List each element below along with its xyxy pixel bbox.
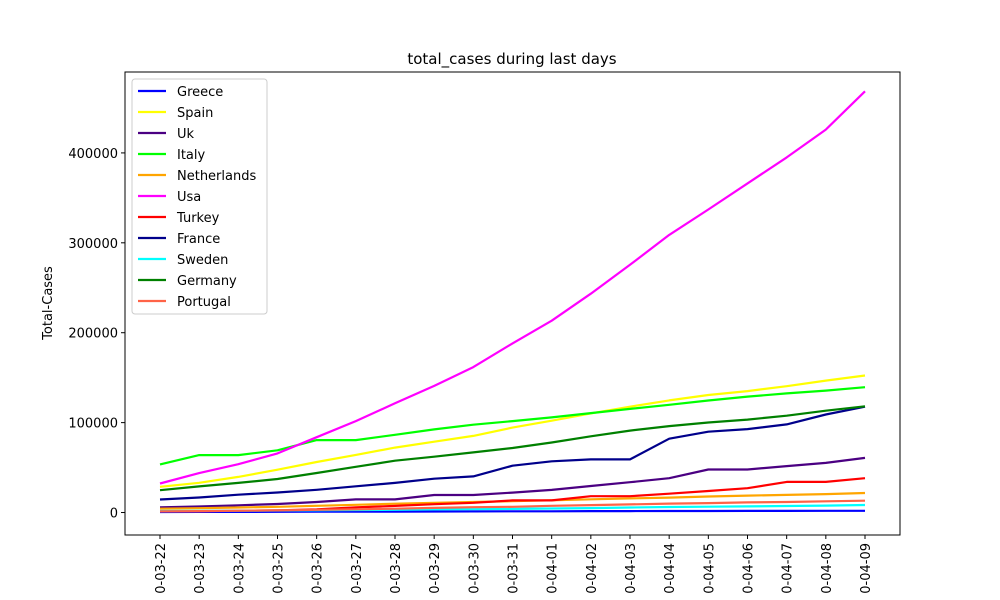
x-tick-label: 0-04-05 xyxy=(702,543,717,594)
y-tick-label: 0 xyxy=(110,507,118,522)
x-tick-label: 0-04-02 xyxy=(585,543,600,594)
legend-label-greece: Greece xyxy=(177,85,223,100)
legend-label-uk: Uk xyxy=(177,127,195,142)
series-line-france xyxy=(159,405,866,501)
series-line-portugal xyxy=(159,499,866,513)
legend-label-spain: Spain xyxy=(177,106,213,121)
x-tick-label: 0-03-27 xyxy=(350,543,365,594)
legend-label-portugal: Portugal xyxy=(177,295,231,310)
y-axis-label: Total-Cases xyxy=(41,266,56,341)
legend-label-netherlands: Netherlands xyxy=(177,169,256,184)
legend-label-turkey: Turkey xyxy=(176,211,220,226)
x-tick-label: 0-03-22 xyxy=(154,543,169,594)
series-line-uk xyxy=(159,456,866,509)
chart-title: total_cases during last days xyxy=(407,50,616,69)
y-tick-label: 100000 xyxy=(68,417,118,432)
x-tick-label: 0-04-01 xyxy=(546,543,561,594)
legend-label-germany: Germany xyxy=(177,274,237,289)
x-tick-label: 0-03-23 xyxy=(193,543,208,594)
x-tick-label: 0-03-25 xyxy=(272,543,287,594)
y-tick-label: 400000 xyxy=(68,147,118,162)
legend-label-france: France xyxy=(177,232,220,247)
legend-box xyxy=(131,78,268,315)
x-tick-label: 0-04-06 xyxy=(742,543,757,594)
series-line-italy xyxy=(159,386,866,466)
x-tick-label: 0-04-08 xyxy=(820,543,835,594)
legend-label-sweden: Sweden xyxy=(177,253,228,268)
x-tick-label: 0-03-29 xyxy=(428,543,443,594)
legend-label-usa: Usa xyxy=(177,190,201,205)
x-tick-label: 0-04-04 xyxy=(663,543,678,594)
series-line-greece xyxy=(159,509,865,514)
y-tick-label: 200000 xyxy=(68,327,118,342)
x-tick-label: 0-03-31 xyxy=(507,543,522,594)
series-line-germany xyxy=(159,405,866,492)
y-tick-label: 300000 xyxy=(68,237,118,252)
legend-label-italy: Italy xyxy=(177,148,206,163)
x-tick-label: 0-03-30 xyxy=(467,543,482,594)
series-line-spain xyxy=(159,374,866,488)
series-line-usa xyxy=(159,90,866,485)
x-tick-label: 0-04-07 xyxy=(781,543,796,594)
x-tick-label: 0-03-26 xyxy=(311,543,326,594)
x-tick-label: 0-04-09 xyxy=(859,543,874,594)
x-tick-label: 0-03-28 xyxy=(389,543,404,594)
plot-area: 0 100000 200000 300000 400000 0-03-22 0-03-23 0… xyxy=(68,71,901,594)
x-tick-label: 0-04-03 xyxy=(624,543,639,594)
x-tick-label: 0-03-24 xyxy=(232,543,247,594)
